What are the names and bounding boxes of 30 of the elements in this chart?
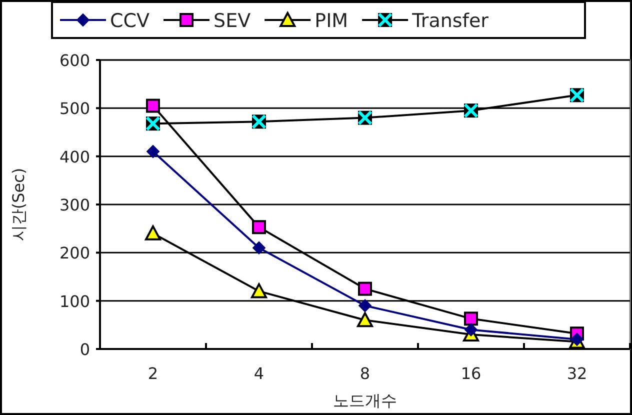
point — [145, 225, 161, 240]
x-tick-label: 4 — [254, 364, 264, 383]
legend-label: PIM — [314, 10, 348, 32]
point — [252, 241, 266, 254]
point — [146, 98, 160, 113]
point — [464, 312, 478, 326]
point — [464, 323, 478, 336]
point — [358, 282, 372, 296]
legend-label: SEV — [214, 10, 251, 32]
y-tick-label: 200 — [59, 244, 90, 263]
x-tick-label: 8 — [360, 364, 370, 383]
legend-label: CCV — [110, 10, 150, 32]
point — [570, 332, 584, 346]
y-tick-label: 300 — [59, 196, 90, 214]
point — [252, 220, 266, 234]
point — [357, 312, 373, 328]
y-tick-label: 500 — [59, 99, 90, 118]
x-axis-title: 노드개수 — [333, 391, 397, 410]
x-tick-label: 32 — [566, 364, 588, 383]
x-tick-label: 2 — [148, 364, 158, 383]
y-tick-label: 600 — [59, 51, 90, 70]
point — [358, 299, 372, 312]
y-tick-label: 0 — [80, 340, 90, 359]
legend-label: Transfer — [411, 10, 489, 32]
y-tick-label: 400 — [59, 147, 90, 166]
x-tick-label: 16 — [460, 364, 482, 383]
y-axis-title: 시간(Sec) — [9, 168, 28, 242]
y-tick-label: 100 — [59, 292, 90, 311]
point — [251, 283, 267, 298]
point — [146, 145, 160, 158]
